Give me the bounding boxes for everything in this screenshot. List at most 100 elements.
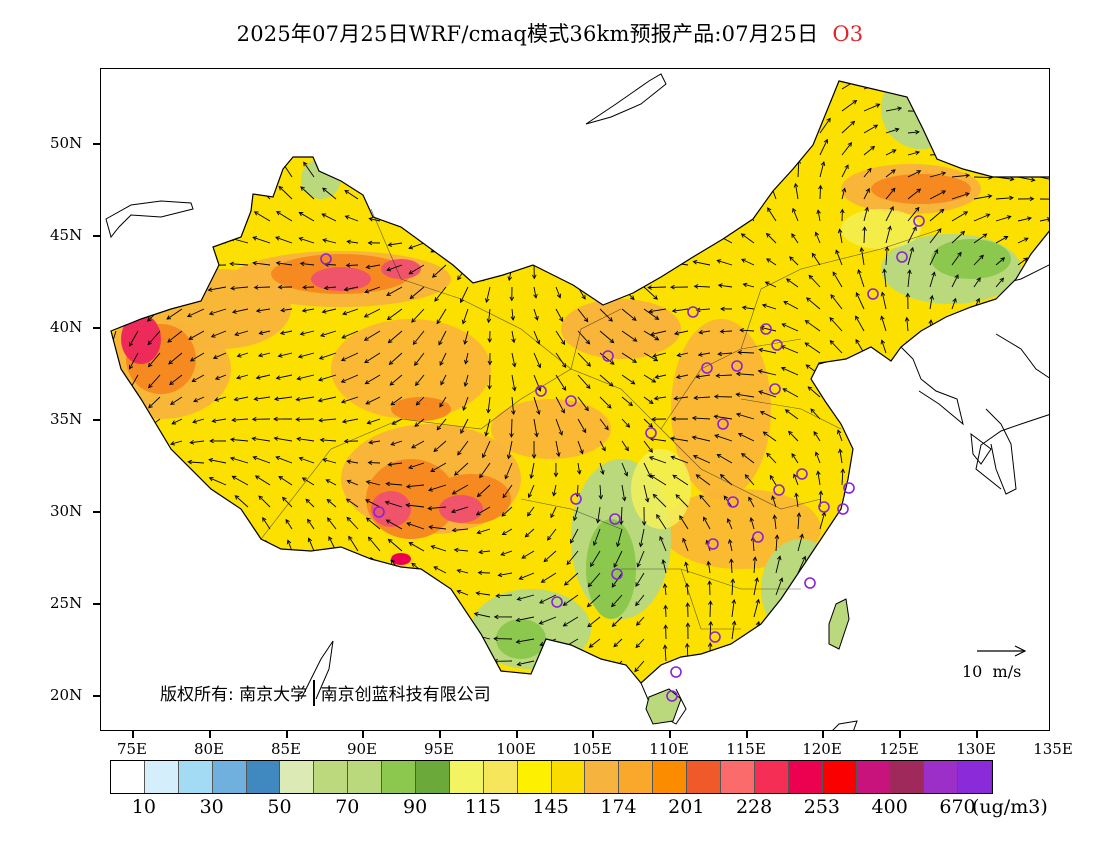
wind-arrow (474, 176, 491, 184)
wind-arrow (569, 682, 579, 683)
wind-arrow (1017, 572, 1034, 584)
wind-arrow (454, 462, 469, 476)
wind-arrow (830, 294, 843, 310)
station-marker (709, 631, 721, 643)
lon-label-135e: 135E (1033, 740, 1073, 758)
wind-arrow (145, 560, 161, 574)
wind-arrow (1039, 616, 1049, 629)
wind-arrow (951, 338, 957, 354)
wind-arrow (973, 403, 985, 420)
wind-arrow (456, 568, 469, 574)
wind-arrow (973, 380, 983, 398)
wind-arrow (320, 330, 337, 337)
wind-arrow (487, 374, 492, 390)
wind-arrow (285, 518, 293, 530)
wind-arrow (299, 261, 315, 267)
wind-arrow (1017, 88, 1031, 101)
title-text: 2025年07月25日WRF/cmaq模式36km预报产品:07月25日 (236, 22, 819, 46)
wind-arrow (484, 286, 491, 303)
wind-arrow (730, 578, 736, 596)
wind-arrow (929, 401, 937, 420)
wind-arrow (908, 701, 926, 705)
wind-arrow (433, 173, 447, 179)
wind-arrow (394, 604, 403, 618)
wind-arrow (196, 558, 205, 574)
wind-arrow (238, 165, 249, 178)
station-marker (707, 538, 719, 550)
legend-color-cell (788, 761, 823, 793)
wind-arrow (518, 572, 535, 580)
wind-arrow (149, 696, 160, 705)
wind-arrow (318, 352, 337, 360)
wind-arrow (194, 169, 205, 178)
legend-color-cell (890, 761, 925, 793)
wind-arrow (168, 352, 183, 365)
wind-arrow (929, 682, 948, 683)
wind-arrow (797, 649, 806, 662)
wind-arrow (439, 352, 447, 366)
wind-arrow (265, 560, 271, 574)
wind-arrow (577, 308, 589, 323)
wind-arrow (309, 576, 315, 596)
wind-arrow (1017, 315, 1028, 332)
wind-arrow (461, 308, 469, 325)
wind-arrow (885, 149, 897, 156)
wind-arrow (563, 572, 579, 586)
wind-arrow (105, 701, 116, 705)
wind-arrow (474, 198, 491, 209)
wind-arrow (475, 591, 491, 596)
wind-arrow (928, 360, 934, 376)
wind-arrow (486, 308, 492, 324)
wind-arrow (659, 535, 667, 552)
wind-arrow (907, 188, 922, 200)
wind-arrow (885, 225, 892, 244)
wind-arrow (289, 620, 295, 640)
wind-arrow (566, 154, 579, 170)
wind-arrow (481, 440, 491, 459)
wind-arrow (752, 116, 758, 134)
wind-arrow (995, 336, 1005, 354)
wind-arrow (973, 503, 986, 509)
wind-arrow (706, 120, 711, 134)
wind-arrow (907, 659, 927, 665)
wind-arrow (462, 396, 469, 411)
wind-arrow (451, 653, 469, 662)
wind-arrow (772, 514, 778, 530)
wind-arrow (273, 416, 293, 422)
wind-arrow (544, 176, 557, 193)
wind-arrow (523, 198, 535, 215)
wind-arrow (789, 256, 799, 266)
wind-arrow (234, 495, 249, 508)
wind-arrow (220, 559, 227, 574)
wind-arrow (365, 480, 381, 486)
wind-arrow (717, 208, 733, 222)
wind-arrow (396, 628, 403, 640)
wind-arrow (148, 396, 161, 409)
wind-arrow (791, 233, 799, 244)
wind-arrow (647, 285, 667, 290)
wind-arrow (643, 484, 650, 503)
wind-arrow (1039, 337, 1049, 354)
wind-arrow (759, 410, 777, 420)
wind-arrow (753, 666, 759, 683)
lat-label-35n: 35N (50, 410, 83, 428)
wind-arrow (907, 592, 921, 598)
wind-arrow (621, 418, 631, 428)
wind-arrow (995, 154, 1014, 162)
wind-arrow (775, 694, 779, 705)
wind-arrow (720, 183, 733, 200)
wind-arrow (345, 164, 359, 178)
wind-arrow (907, 226, 917, 244)
wind-arrow (494, 682, 513, 683)
wind-arrow (951, 451, 966, 464)
wind-arrow (641, 198, 647, 212)
wind-arrow (775, 81, 782, 90)
wind-arrow (509, 286, 515, 302)
wind-arrow (310, 598, 316, 618)
wind-arrow (880, 315, 887, 332)
wind-arrow (267, 600, 272, 618)
wind-arrow (345, 263, 359, 268)
wind-arrow (531, 264, 537, 280)
wind-arrow (255, 308, 271, 313)
wind-arrow (634, 660, 645, 673)
